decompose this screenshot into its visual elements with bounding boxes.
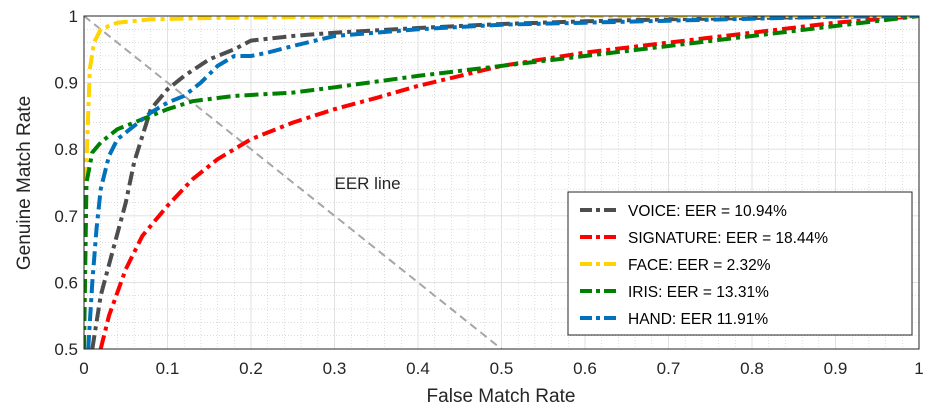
series-line (84, 16, 919, 349)
x-tick-label: 0.3 (323, 359, 347, 378)
y-tick-label: 0.8 (54, 140, 78, 159)
eer-line-annotation: EER line (335, 174, 401, 193)
x-tick-label: 0.1 (156, 359, 180, 378)
series-line (84, 16, 919, 349)
x-tick-label: 0.7 (657, 359, 681, 378)
x-tick-label: 0.2 (239, 359, 263, 378)
series-layer (84, 16, 919, 349)
legend-entry-label: HAND: EER 11.91% (628, 311, 768, 328)
y-tick-label: 0.5 (54, 340, 78, 359)
series-line (86, 16, 919, 349)
x-axis-label: False Match Rate (427, 386, 576, 407)
series-line (98, 16, 919, 349)
y-tick-label: 1 (69, 7, 78, 26)
y-tick-labels: 0.5 0.6 0.7 0.8 0.9 1 (54, 7, 78, 359)
legend-entry-label: SIGNATURE: EER = 18.44% (628, 230, 828, 247)
legend-box (567, 191, 913, 336)
legend: VOICE: EER = 10.94% SIGNATURE: EER = 18.4… (567, 191, 913, 336)
legend-entry-label: FACE: EER = 2.32% (628, 257, 771, 274)
x-tick-label: 0.8 (740, 359, 764, 378)
x-tick-label: 0.9 (824, 359, 848, 378)
y-tick-label: 0.9 (54, 74, 78, 93)
x-tick-label: 0.6 (573, 359, 597, 378)
y-tick-label: 0.6 (54, 273, 78, 292)
x-tick-label: 0.5 (490, 359, 514, 378)
legend-entry-label: VOICE: EER = 10.94% (628, 203, 787, 220)
plot-frame (83, 15, 920, 350)
x-tick-label: 0.4 (406, 359, 430, 378)
x-tick-labels: 0 0.1 0.2 0.3 0.4 0.5 0.6 0.7 0.8 0.9 1 (79, 359, 923, 378)
eer-line-layer (84, 16, 503, 349)
y-axis-label: Genuine Match Rate (14, 96, 35, 270)
x-tick-label: 0 (79, 359, 88, 378)
y-tick-label: 0.7 (54, 207, 78, 226)
eer-line (84, 16, 503, 349)
x-tick-label: 1 (914, 359, 923, 378)
legend-entry-label: IRIS: EER = 13.31% (628, 284, 769, 301)
